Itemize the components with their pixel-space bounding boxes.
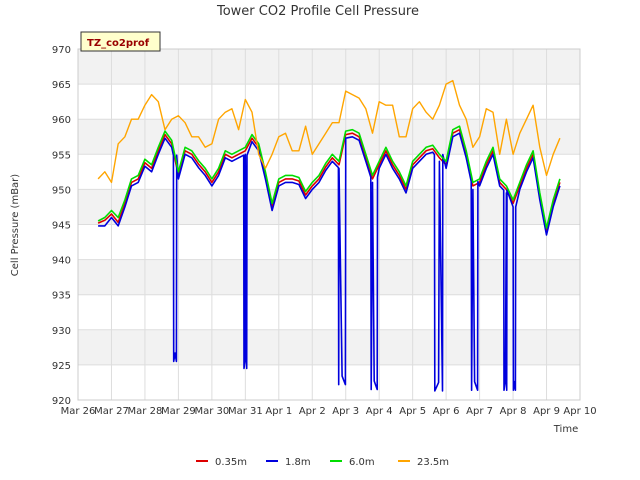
x-tick-label: Apr 5	[399, 406, 426, 417]
x-tick-label: Mar 31	[228, 406, 263, 417]
x-tick-label: Apr 8	[500, 406, 527, 417]
x-tick-label: Apr 1	[265, 406, 292, 417]
y-tick-label: 970	[52, 45, 71, 56]
x-tick-label: Apr 4	[366, 406, 393, 417]
x-tick-label: Apr 10	[563, 406, 596, 417]
series-line-1_8m	[98, 132, 561, 392]
x-tick-label: Apr 2	[299, 406, 326, 417]
y-tick-label: 935	[52, 291, 71, 302]
grid-lines	[77, 48, 581, 401]
x-tick-label: Mar 30	[194, 406, 229, 417]
y-tick-label: 920	[52, 396, 71, 407]
y-tick-label: 950	[52, 185, 71, 196]
y-tick-label: 945	[52, 221, 71, 232]
x-axis-label: Time	[553, 424, 578, 435]
station-tag: TZ_co2prof	[80, 31, 161, 52]
x-tick-label: Mar 28	[128, 406, 163, 417]
plot-frame	[77, 48, 581, 401]
y-tick-label: 960	[52, 115, 71, 126]
series-line-6_0m	[97, 125, 561, 229]
band	[78, 49, 580, 85]
station-tag-text: TZ_co2prof	[87, 38, 150, 49]
legend-label: 23.5m	[417, 457, 449, 468]
x-tick-label: Apr 7	[466, 406, 493, 417]
band	[78, 329, 580, 365]
y-tick-label: 930	[52, 326, 71, 337]
plot-lines	[97, 79, 561, 392]
x-tick-label: Apr 3	[332, 406, 359, 417]
y-tick-label: 965	[52, 80, 71, 91]
legend: 0.35m 1.8m 6.0m 23.5m	[196, 457, 449, 468]
band	[78, 189, 580, 225]
x-tick-label: Apr 6	[433, 406, 460, 417]
legend-label: 1.8m	[285, 457, 311, 468]
x-tick-label: Mar 29	[161, 406, 196, 417]
x-tick-label: Mar 27	[94, 406, 129, 417]
y-tick-label: 925	[52, 361, 71, 372]
y-axis-label: Cell Pressure (mBar)	[10, 174, 21, 276]
band	[78, 259, 580, 295]
series-line-23_5m	[97, 79, 561, 184]
chart-title: Tower CO2 Profile Cell Pressure	[216, 4, 419, 19]
y-tick-label: 955	[52, 150, 71, 161]
x-tick-label: Mar 26	[61, 406, 96, 417]
x-tick-label: Apr 9	[533, 406, 560, 417]
background-bands	[78, 49, 580, 365]
y-axis-ticks: 920 925 930 935 940 945 950 955 960 965 970	[52, 45, 71, 407]
legend-label: 6.0m	[349, 457, 375, 468]
legend-label: 0.35m	[215, 457, 247, 468]
y-tick-label: 940	[52, 256, 71, 267]
